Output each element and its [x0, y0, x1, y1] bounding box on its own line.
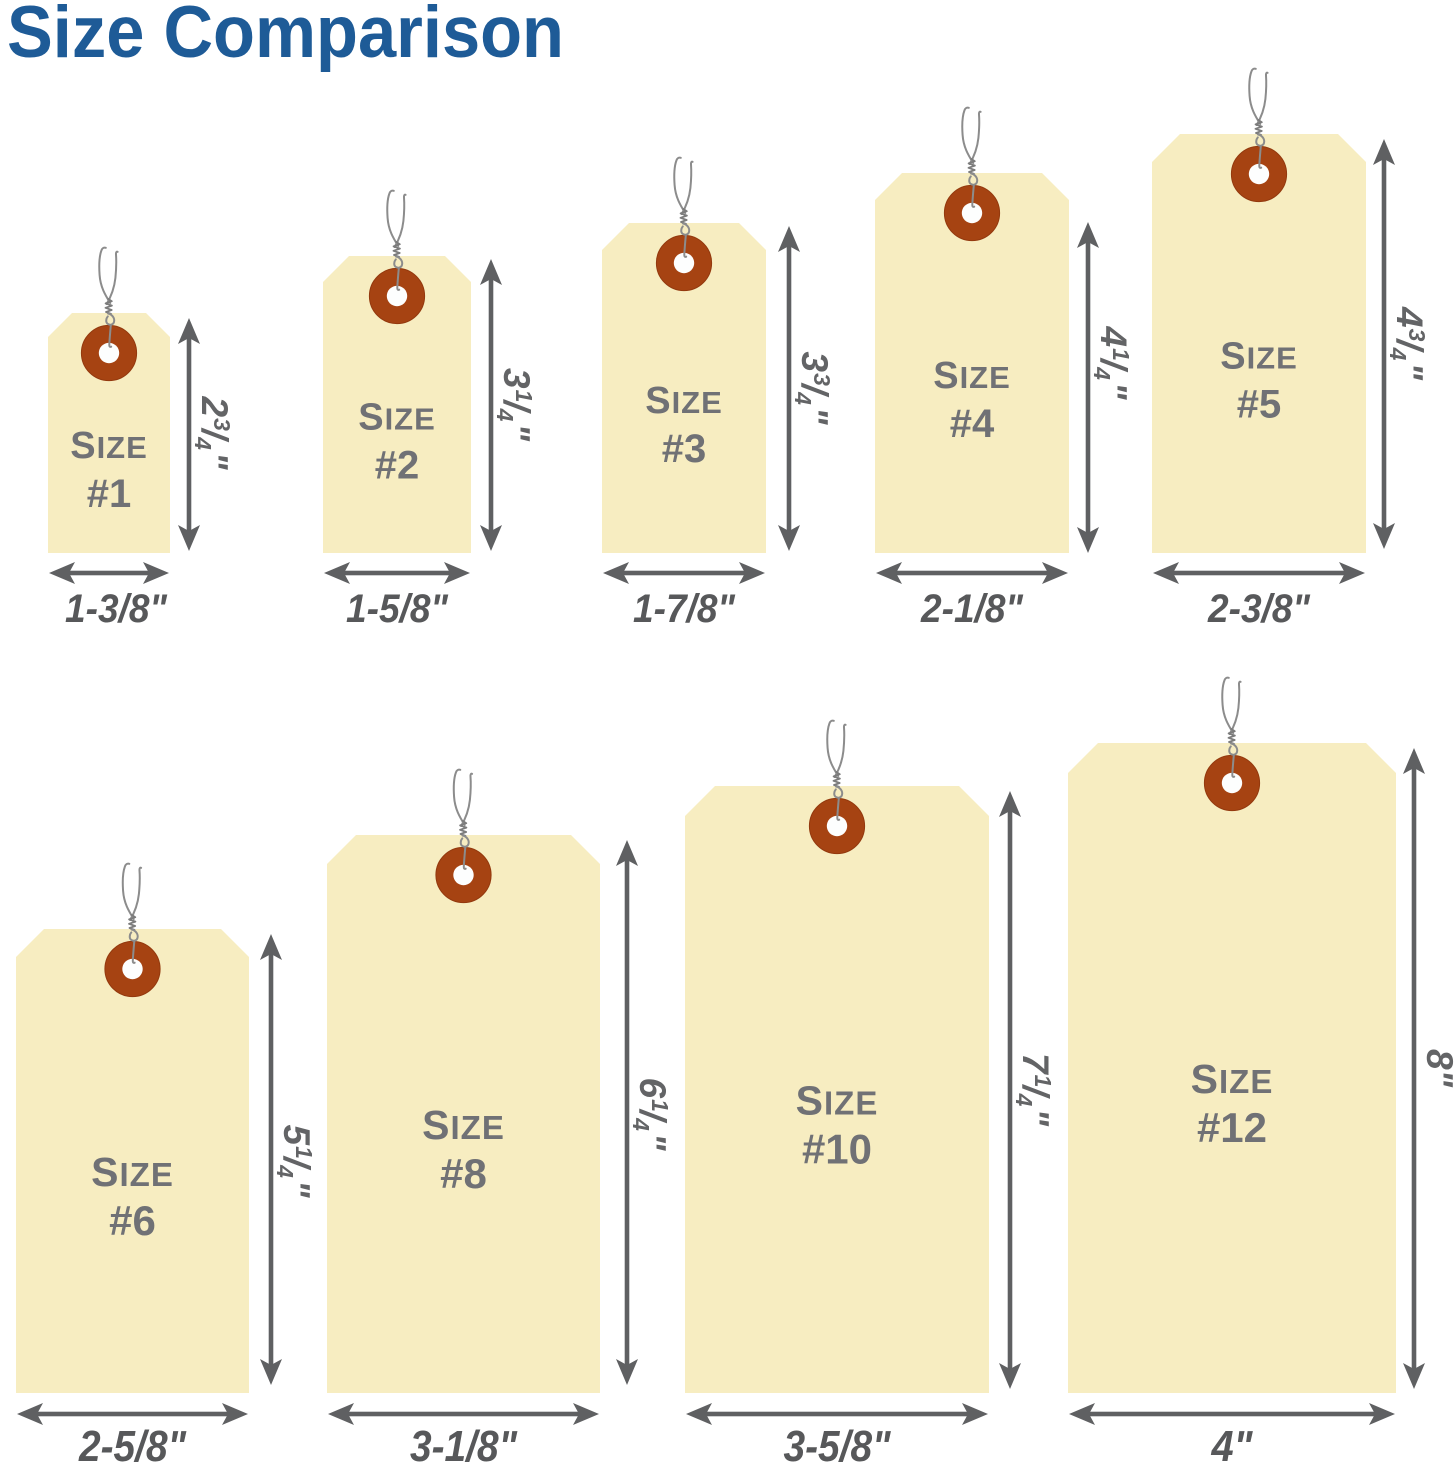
svg-text:#5: #5	[1237, 383, 1282, 427]
svg-text:41/4": 41/4"	[1089, 326, 1134, 400]
svg-text:43/4": 43/4"	[1385, 306, 1430, 380]
svg-text:33/4": 33/4"	[790, 352, 835, 425]
svg-text:1-7/8": 1-7/8"	[633, 587, 736, 631]
svg-text:1-5/8": 1-5/8"	[346, 587, 449, 631]
svg-text:31/4": 31/4"	[492, 368, 537, 441]
svg-text:SIZE: SIZE	[358, 397, 436, 439]
svg-text:SIZE: SIZE	[645, 380, 723, 422]
svg-text:SIZE: SIZE	[933, 355, 1011, 397]
svg-text:51/4": 51/4"	[272, 1125, 317, 1198]
svg-text:1-3/8": 1-3/8"	[65, 587, 168, 631]
svg-text:4": 4"	[1211, 1422, 1254, 1466]
svg-text:3-5/8": 3-5/8"	[784, 1422, 892, 1466]
svg-text:#10: #10	[802, 1126, 872, 1173]
svg-text:SIZE: SIZE	[796, 1078, 879, 1124]
svg-text:2-5/8": 2-5/8"	[78, 1422, 187, 1466]
svg-text:#3: #3	[662, 427, 707, 471]
svg-text:#4: #4	[950, 402, 995, 446]
svg-text:SIZE: SIZE	[91, 1149, 174, 1195]
svg-text:#2: #2	[375, 444, 420, 488]
svg-text:8": 8"	[1419, 1049, 1456, 1088]
svg-text:2-3/8": 2-3/8"	[1207, 587, 1311, 631]
svg-text:SIZE: SIZE	[1191, 1056, 1274, 1102]
svg-text:#1: #1	[87, 472, 132, 516]
svg-text:#6: #6	[109, 1197, 156, 1244]
svg-text:2-1/8": 2-1/8"	[920, 587, 1024, 631]
svg-text:71/4": 71/4"	[1011, 1053, 1056, 1126]
svg-text:SIZE: SIZE	[422, 1102, 505, 1148]
svg-text:#12: #12	[1197, 1104, 1267, 1151]
svg-text:23/4": 23/4"	[190, 396, 235, 470]
svg-text:61/4": 61/4"	[628, 1078, 673, 1151]
svg-text:SIZE: SIZE	[1220, 336, 1298, 378]
svg-text:Size Comparison: Size Comparison	[7, 0, 564, 73]
svg-text:#8: #8	[440, 1150, 487, 1197]
svg-text:SIZE: SIZE	[70, 425, 148, 467]
svg-text:3-1/8": 3-1/8"	[410, 1422, 518, 1466]
